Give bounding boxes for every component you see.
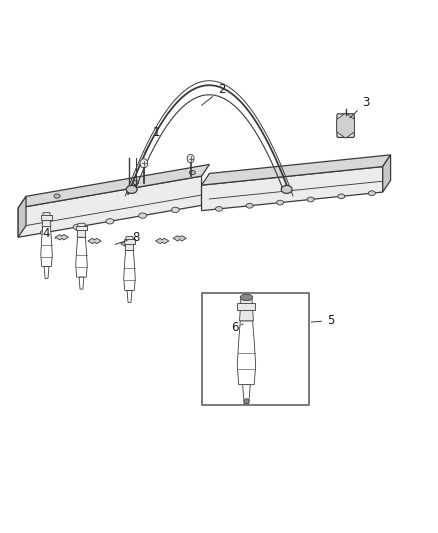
Polygon shape: [127, 290, 132, 302]
Text: 4: 4: [42, 227, 55, 240]
Ellipse shape: [307, 197, 314, 202]
Text: 3: 3: [350, 96, 370, 118]
Text: 1: 1: [145, 126, 160, 152]
Polygon shape: [240, 298, 253, 321]
Polygon shape: [124, 251, 135, 290]
Polygon shape: [44, 266, 49, 278]
Text: 6: 6: [231, 321, 243, 334]
Bar: [237, 303, 255, 310]
Ellipse shape: [73, 224, 81, 230]
Polygon shape: [120, 241, 134, 246]
Polygon shape: [41, 227, 52, 266]
Bar: [201, 293, 308, 405]
Polygon shape: [201, 155, 391, 185]
Ellipse shape: [54, 194, 60, 198]
Bar: [41, 215, 52, 220]
Polygon shape: [79, 277, 84, 289]
Ellipse shape: [133, 180, 139, 184]
Ellipse shape: [106, 219, 114, 224]
Ellipse shape: [246, 204, 253, 208]
Polygon shape: [55, 235, 68, 240]
Polygon shape: [201, 166, 383, 211]
Text: 2: 2: [201, 83, 225, 106]
Ellipse shape: [189, 171, 195, 175]
Ellipse shape: [338, 194, 345, 199]
Circle shape: [187, 155, 194, 163]
Polygon shape: [77, 223, 86, 237]
Polygon shape: [18, 196, 26, 237]
Polygon shape: [76, 237, 87, 277]
Ellipse shape: [240, 294, 253, 301]
Ellipse shape: [281, 185, 292, 193]
FancyBboxPatch shape: [337, 114, 354, 138]
Text: 8: 8: [115, 231, 140, 244]
Bar: [124, 239, 135, 244]
Polygon shape: [237, 321, 256, 385]
Ellipse shape: [40, 230, 48, 236]
Ellipse shape: [244, 399, 249, 403]
Circle shape: [140, 159, 148, 168]
Ellipse shape: [215, 206, 223, 211]
Polygon shape: [337, 113, 354, 138]
Polygon shape: [125, 237, 134, 251]
Polygon shape: [243, 385, 250, 404]
Polygon shape: [18, 165, 209, 208]
Polygon shape: [42, 213, 51, 227]
Polygon shape: [155, 238, 169, 244]
Polygon shape: [173, 236, 187, 241]
Ellipse shape: [126, 185, 137, 193]
Ellipse shape: [139, 213, 147, 219]
Text: 5: 5: [311, 314, 335, 327]
Ellipse shape: [171, 207, 179, 213]
Ellipse shape: [368, 191, 375, 196]
Polygon shape: [383, 155, 391, 192]
Bar: [76, 226, 87, 230]
Polygon shape: [18, 176, 201, 237]
Polygon shape: [88, 238, 101, 244]
Ellipse shape: [277, 200, 284, 205]
